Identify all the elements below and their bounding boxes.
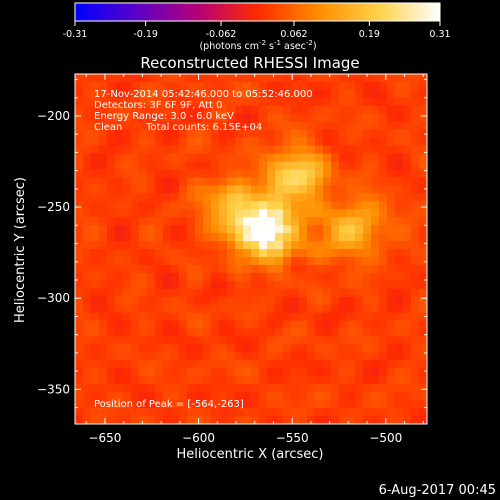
y-tick-label: −200 [37,109,70,123]
colorbar-ticks: -0.31 -0.19 -0.062 0.062 0.19 0.31 [63,21,451,40]
colorbar-unit: (photons cm-2 s-1 asec-2) [199,39,316,52]
x-tick-label: −500 [369,431,402,445]
colorbar-tick-label: 0.19 [359,29,380,40]
footer-date: 6-Aug-2017 00:45 [379,483,496,498]
colorbar-tick-label: -0.31 [63,29,88,40]
colorbar-tick-label: -0.062 [206,29,237,40]
colorbar-tick-label: -0.19 [133,29,158,40]
counts-label: Total counts: 6.15E+04 [145,122,262,133]
annotations: 17-Nov-2014 05:42:46.000 to 05:52:46.000… [94,89,313,410]
plot-area: −650 −600 −550 −500 −200 −250 −300 −350 [37,73,428,445]
colorbar: -0.31 -0.19 -0.062 0.062 0.19 0.31 (photons c… [63,2,451,52]
y-tick-label: −250 [37,200,70,214]
y-axis-label: Heliocentric Y (arcsec) [13,177,28,323]
detectors-label: Detectors: 3F 6F 9F, Att 0 [94,100,222,111]
y-tick-label: −300 [37,291,70,305]
plot-frame [74,73,428,425]
colorbar-tick-label: 0.062 [280,29,307,40]
x-tick-label: −650 [88,431,121,445]
time-range-label: 17-Nov-2014 05:42:46.000 to 05:52:46.000 [94,89,313,100]
peak-label: Position of Peak = [-564,-263] [94,399,244,410]
y-tick-label: −350 [37,382,70,396]
x-tick-label: −550 [276,431,309,445]
chart-title: Reconstructed RHESSI Image [140,54,359,72]
heatmap-image [75,74,427,424]
axis-ticks: −650 −600 −550 −500 −200 −250 −300 −350 [37,74,427,445]
colorbar-tick-label: 0.31 [429,29,450,40]
x-axis-label: Heliocentric X (arcsec) [177,447,324,462]
x-tick-label: −600 [182,431,215,445]
method-label: Clean [94,122,122,133]
colorbar-gradient [74,2,441,22]
energy-label: Energy Range: 3.0 - 6.0 keV [94,111,234,122]
